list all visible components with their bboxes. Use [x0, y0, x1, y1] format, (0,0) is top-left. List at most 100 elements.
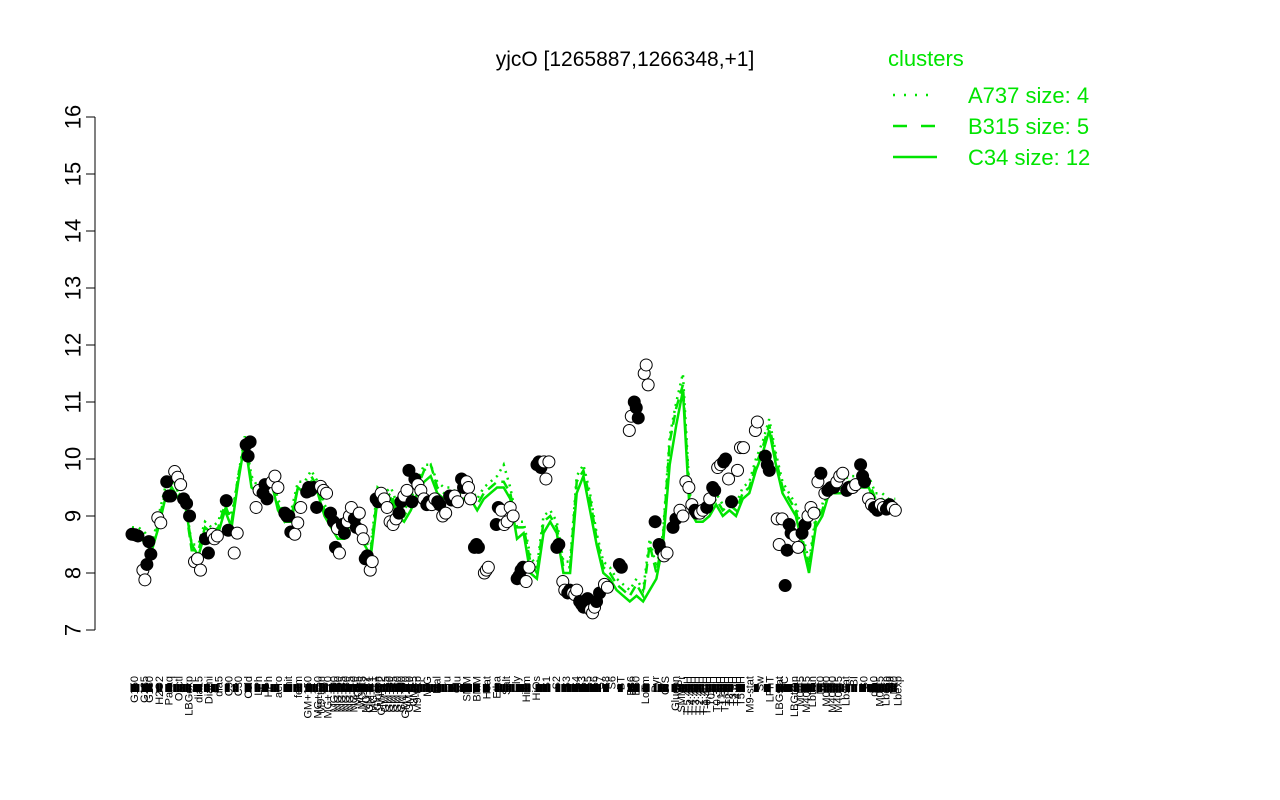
data-point — [762, 463, 776, 477]
x-tick-label: B36 — [625, 676, 637, 696]
data-point — [858, 475, 872, 489]
x-tick-label: M/G — [422, 676, 434, 697]
x-tick-label: nit — [283, 676, 295, 688]
x-tick-label: Lbexp — [892, 676, 904, 706]
x-tick-label: MG+30 — [340, 676, 352, 712]
data-point — [451, 495, 465, 509]
x-tick-label: MG+90 — [328, 676, 340, 712]
x-tick-label: aero — [273, 676, 285, 698]
data-point — [750, 415, 764, 429]
data-point — [183, 509, 197, 523]
x-tick-label: T4.0H — [732, 676, 744, 706]
data-point — [142, 535, 156, 549]
x-tick-label: MG+10 — [348, 676, 360, 712]
x-tick-label: ferm — [293, 676, 305, 698]
y-tick-label: 13 — [61, 276, 86, 300]
data-point — [682, 481, 696, 494]
x-tick-label: LoTm — [640, 676, 652, 704]
data-point — [260, 492, 274, 506]
data-point — [249, 500, 263, 514]
x-tick-label: LBGtran — [789, 676, 801, 717]
x-tick-label: GM+90 — [396, 676, 408, 712]
y-tick-label: 15 — [61, 162, 86, 186]
x-tick-label: M9-exp — [412, 676, 424, 713]
x-tick-label: LPhT — [764, 676, 776, 703]
series-lines — [131, 373, 896, 604]
y-tick-label: 10 — [61, 447, 86, 471]
x-tick-label: M40t90 — [827, 676, 839, 713]
y-tick-label: 9 — [61, 510, 86, 522]
x-tick-label: dia15 — [193, 676, 205, 703]
data-point — [725, 495, 739, 509]
data-point — [439, 506, 453, 520]
x-tick-label: Mt0 — [888, 676, 900, 694]
data-point — [332, 546, 346, 560]
y-tick-label: 8 — [61, 567, 86, 579]
data-point — [506, 509, 520, 523]
x-tick-label: S3 — [561, 676, 573, 689]
x-axis: G150G135G180H2O2ParaqOxctlLBGexpdia15Dia… — [129, 675, 904, 718]
x-tick-label: S4 — [571, 676, 583, 689]
x-tick-label: M9 — [884, 676, 896, 691]
x-tick-label: Cold — [243, 676, 255, 699]
x-tick-label: T-5.40H — [682, 676, 694, 715]
data-point — [282, 509, 296, 523]
data-point — [814, 466, 828, 480]
x-tick-label: GM+15 — [380, 676, 392, 712]
chart-title: yjcO [1265887,1266348,+1] — [496, 48, 755, 71]
x-tick-label: BT — [615, 676, 627, 690]
data-point — [310, 500, 324, 514]
data-point — [522, 560, 536, 574]
legend-title: clusters — [888, 46, 964, 71]
data-point — [542, 455, 556, 469]
x-tick-label: Glucon — [372, 676, 384, 711]
x-tick-label: Lbstat — [841, 676, 853, 706]
data-point — [180, 496, 194, 510]
x-tick-label: SMMPr — [676, 676, 688, 713]
data-points — [125, 358, 902, 620]
data-point — [622, 424, 636, 437]
data-point — [154, 516, 168, 530]
data-point — [631, 411, 645, 425]
x-tick-label: M40t45 — [801, 676, 813, 713]
x-tick-label: Gly — [511, 676, 523, 693]
x-tick-label: Mt0 — [815, 676, 827, 694]
data-point — [570, 583, 584, 597]
data-point — [400, 483, 414, 497]
x-tick-label: M9-tran — [316, 676, 328, 714]
data-point — [854, 458, 868, 472]
data-point — [807, 506, 821, 520]
x-tick-label: T-4.40H — [686, 676, 698, 715]
x-tick-label: S8 — [600, 676, 612, 689]
x-tick-label: C90 — [223, 676, 235, 696]
x-tick-label: T-2.40H — [694, 676, 706, 715]
x-tick-label: MG+5 — [352, 676, 364, 706]
data-point — [243, 435, 257, 449]
x-tick-label: MG+60 — [332, 676, 344, 712]
data-point — [138, 573, 152, 587]
x-tick-label: Glu — [452, 676, 464, 693]
x-tick-label: T1.30H — [720, 676, 732, 712]
x-tick-label: C30 — [233, 676, 245, 696]
y-tick-label: 14 — [61, 219, 86, 243]
x-tick-label: MG+120 — [323, 676, 335, 719]
series-line-solid — [131, 390, 896, 604]
data-point — [174, 478, 188, 492]
x-tick-label: Diami — [203, 676, 215, 704]
data-point — [791, 540, 805, 554]
data-point — [227, 546, 241, 560]
data-point — [708, 483, 722, 497]
x-tick-label: S2 — [551, 676, 563, 689]
data-point — [191, 552, 205, 566]
x-tick-label: MG+150 — [313, 676, 325, 719]
data-point — [539, 472, 553, 486]
x-tick-label: HPh — [263, 676, 275, 697]
x-tick-label: BI — [849, 676, 861, 686]
x-tick-label: GM+5 — [408, 676, 420, 706]
data-point — [641, 378, 655, 392]
data-point — [230, 526, 244, 540]
x-tick-label: M0t45 — [874, 676, 886, 707]
x-tick-label: Fru — [442, 676, 454, 693]
x-tick-label: S6 — [589, 676, 601, 689]
x-tick-label: HiTm — [521, 676, 533, 702]
